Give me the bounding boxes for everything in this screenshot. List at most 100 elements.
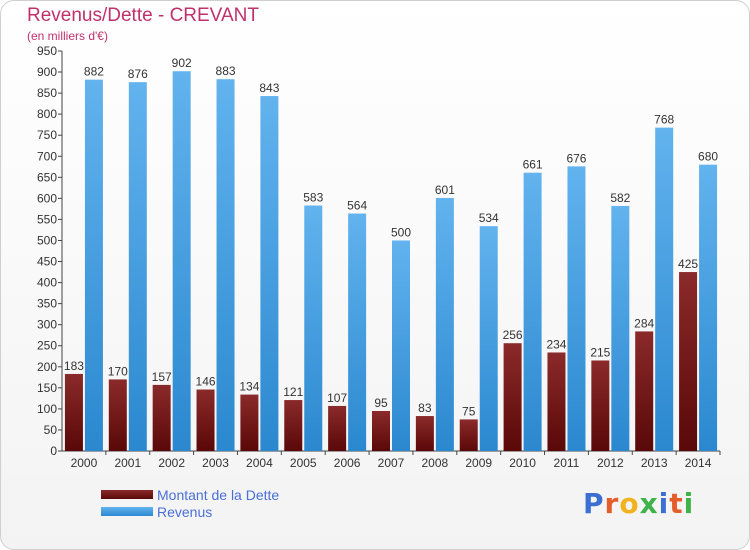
y-tick-label: 850	[37, 86, 57, 100]
bar-revenus	[304, 205, 323, 451]
data-label-dette: 284	[634, 316, 654, 330]
data-label-revenus: 564	[347, 199, 367, 213]
y-tick-label: 500	[37, 233, 57, 247]
y-tick-label: 0	[50, 444, 57, 458]
data-label-revenus: 876	[128, 67, 148, 81]
data-label-revenus: 676	[566, 151, 586, 165]
data-label-revenus: 534	[479, 211, 499, 225]
data-label-revenus: 768	[654, 113, 674, 127]
bar-dette	[284, 400, 303, 451]
x-tick-label: 2007	[378, 456, 405, 470]
x-tick-label: 2003	[202, 456, 229, 470]
data-label-revenus: 843	[259, 81, 279, 95]
data-label-dette: 183	[64, 359, 84, 373]
chart-subtitle: (en milliers d'€)	[27, 29, 108, 43]
logo-letter: i	[658, 487, 670, 520]
bar-revenus	[348, 213, 367, 451]
data-label-dette: 157	[152, 370, 172, 384]
data-label-revenus: 882	[84, 65, 104, 79]
data-label-dette: 75	[462, 404, 476, 418]
data-label-dette: 256	[503, 328, 523, 342]
y-tick-label: 600	[37, 191, 57, 205]
data-label-revenus: 661	[523, 158, 543, 172]
bar-revenus	[699, 164, 718, 451]
bar-revenus	[523, 172, 542, 451]
data-label-dette: 170	[108, 364, 128, 378]
x-tick-label: 2014	[685, 456, 712, 470]
data-label-dette: 134	[239, 380, 259, 394]
bar-revenus	[84, 79, 103, 451]
logo-letter: x	[639, 487, 659, 520]
bar-dette	[503, 343, 522, 451]
bar-revenus	[567, 166, 586, 452]
chart-title: Revenus/Dette - CREVANT	[27, 5, 259, 26]
logo-letter: r	[604, 487, 620, 520]
x-tick-label: 2013	[641, 456, 668, 470]
data-label-revenus: 601	[435, 183, 455, 197]
x-tick-label: 2002	[158, 456, 185, 470]
bar-dette	[152, 384, 171, 451]
bar-dette	[108, 379, 127, 451]
data-label-revenus: 902	[172, 56, 192, 70]
bar-revenus	[611, 205, 630, 451]
bar-dette	[459, 419, 478, 451]
x-tick-label: 2006	[334, 456, 361, 470]
y-tick-label: 900	[37, 65, 57, 79]
data-label-dette: 215	[590, 345, 610, 359]
data-label-revenus: 883	[216, 64, 236, 78]
legend-label-dette: Montant de la Dette	[157, 487, 280, 503]
legend-label-revenus: Revenus	[157, 504, 213, 520]
bar-revenus	[260, 96, 279, 451]
y-tick-label: 700	[37, 149, 57, 163]
x-tick-label: 2012	[597, 456, 624, 470]
y-tick-label: 50	[44, 423, 58, 437]
bar-dette	[635, 331, 654, 451]
logo-letter: t	[669, 487, 684, 520]
bar-revenus	[392, 240, 410, 451]
data-label-revenus: 583	[303, 191, 323, 205]
y-tick-label: 150	[37, 381, 57, 395]
proxiti-logo: Proxiti	[583, 487, 694, 520]
y-tick-label: 300	[37, 318, 57, 332]
y-tick-label: 650	[37, 170, 57, 184]
data-label-dette: 107	[327, 391, 347, 405]
data-label-dette: 121	[283, 385, 303, 399]
bar-dette	[415, 416, 434, 451]
bar-dette	[547, 352, 566, 451]
y-tick-label: 200	[37, 360, 57, 374]
y-tick-label: 350	[37, 297, 57, 311]
logo-letter: o	[619, 487, 640, 520]
bar-revenus	[479, 226, 498, 451]
x-tick-label: 2000	[71, 456, 98, 470]
logo-letter: i	[683, 487, 695, 520]
x-tick-label: 2005	[290, 456, 317, 470]
y-tick-label: 450	[37, 255, 57, 269]
y-tick-label: 550	[37, 212, 57, 226]
data-label-dette: 425	[678, 257, 698, 271]
x-tick-label: 2004	[246, 456, 273, 470]
data-label-dette: 146	[196, 375, 216, 389]
y-tick-label: 750	[37, 128, 57, 142]
bar-revenus	[216, 79, 235, 452]
bar-revenus	[435, 197, 454, 451]
x-tick-label: 2008	[422, 456, 449, 470]
x-tick-label: 2010	[509, 456, 536, 470]
logo-letter: P	[583, 487, 605, 520]
x-tick-label: 2011	[554, 456, 580, 470]
legend-swatch-dette	[101, 490, 153, 499]
data-label-dette: 234	[546, 337, 566, 351]
legend-swatch-revenus	[101, 507, 153, 516]
bar-revenus	[172, 71, 191, 452]
bar-dette	[328, 405, 347, 451]
bar-dette	[240, 394, 259, 451]
bar-revenus	[655, 127, 674, 451]
y-tick-label: 400	[37, 276, 57, 290]
data-label-revenus: 680	[698, 150, 718, 164]
x-tick-label: 2001	[114, 456, 141, 470]
data-label-revenus: 582	[610, 191, 630, 205]
data-label-revenus: 500	[391, 225, 411, 239]
bar-dette	[372, 411, 390, 451]
y-tick-label: 250	[37, 339, 57, 353]
data-label-dette: 83	[418, 401, 432, 415]
